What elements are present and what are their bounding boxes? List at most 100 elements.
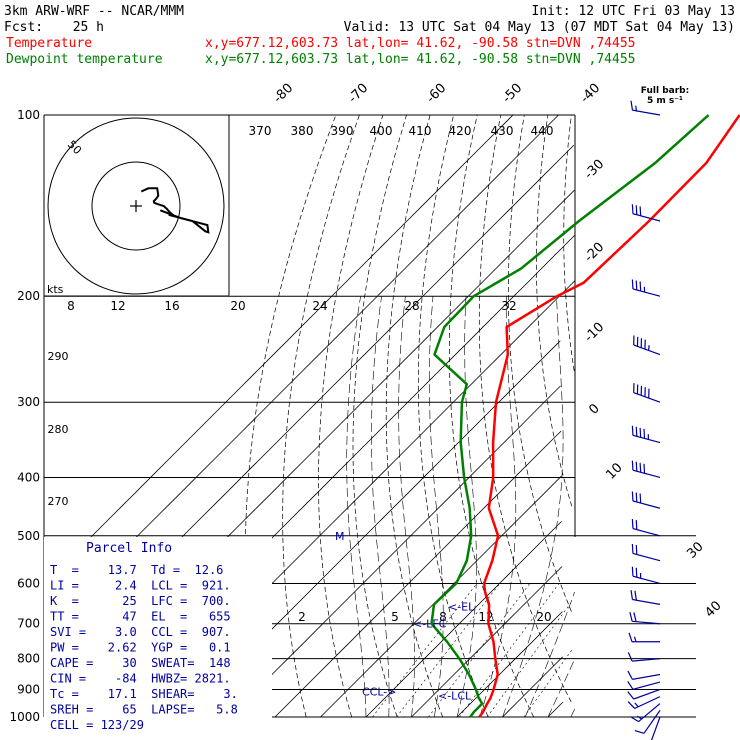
parcel-info-background [44,537,272,727]
mixing-ratio-label: 16 [164,299,179,313]
hodograph-ring [47,117,225,295]
wind-barb-flag [639,427,642,438]
wind-barb-staff [632,598,661,605]
wind-barb-half [635,105,637,111]
wind-barb [650,716,661,740]
wind-barb-flag [630,100,634,111]
wind-barb [627,670,661,680]
dry-adiabat [448,114,535,718]
wind-barb-flag [635,567,638,578]
wind-barb [630,100,661,116]
mixing-ratio-line [523,650,572,718]
wind-barb-half [636,715,642,720]
dry-adiabat [352,114,407,718]
wind-barb [634,710,661,734]
wind-barb-flag [627,681,634,690]
wind-barb [627,681,661,690]
mixing-ratio-label: 20 [230,299,245,313]
wind-barb-staff [632,575,661,585]
valid-time: Valid: 13 UTC Sat 04 May 13 (07 MDT Sat … [344,20,735,35]
wind-barb-flag [631,543,634,554]
parcel-info-row: Tc = 17.1 SHEAR= 3. [50,687,238,701]
hodograph-ring [91,161,181,251]
wind-barb [627,696,661,709]
wind-barb [631,519,661,537]
marker-el: <-EL [448,600,475,613]
pressure-label: 800 [17,652,40,666]
moist-adiabat [547,658,576,718]
hodograph-trace [140,187,210,234]
wind-barb-staff [633,688,661,700]
theta-label: 430 [491,124,514,138]
theta-label-left: 290 [48,350,69,363]
wind-barb-flag [628,632,633,642]
parcel-info-rows: T = 13.7 Td = 12.6 LI = 2.4 LCL = 921.K =… [50,563,238,732]
moist-adiabat [456,296,477,718]
mixing-ratio-label-lower: 12 [478,610,493,624]
dry-adiabat [318,114,384,718]
mixing-ratio-label: 24 [312,299,327,313]
marker-lcl: <-LCL [438,689,472,702]
dry-adiabat [507,114,572,612]
wind-barb-flag [630,590,634,600]
pressure-label: 500 [17,529,40,543]
pressure-label: 100 [17,108,40,122]
dry-adiabat [536,114,573,507]
wind-barb-staff [632,469,661,479]
theta-label: 410 [409,124,432,138]
pressure-label: 900 [17,682,40,696]
wind-barb [631,204,661,222]
legend-dewpoint: Dewpoint temperature [6,52,163,67]
wind-barb [628,632,660,643]
parcel-info-row: PW = 2.62 YGP = 0.1 [50,641,231,655]
wind-barb-staff [632,527,661,537]
moist-adiabat [525,591,575,718]
dry-adiabat [563,114,575,371]
wind-barb [629,611,661,625]
pressure-label: 400 [17,470,40,484]
mixing-ratio-label: 12 [110,299,125,313]
wind-barb-flag [635,544,638,555]
parcel-info-row: T = 13.7 Td = 12.6 [50,563,223,577]
wind-barb-staff [634,696,661,709]
mixing-ratio-label-lower: 20 [536,610,551,624]
isotherm-label: -40 [578,81,604,107]
wind-barb-flag [630,716,639,723]
wind-barb-staff [632,620,661,625]
sounding-lines [430,114,740,718]
isotherm [502,656,563,718]
moist-adiabat [346,296,367,717]
wind-barb-staff [632,673,661,680]
wind-barb-flag [631,204,634,214]
wind-barb-flag [627,670,633,680]
isotherm [411,566,563,718]
wind-barb-flag [633,612,637,622]
theta-label: 420 [449,124,472,138]
isotherm-label: -60 [424,81,450,107]
mixing-ratio-label: 32 [501,299,516,313]
fcst-value: 25 h [73,20,104,35]
parcel-info-row: SVI = 3.0 CCL = 907. [50,625,231,639]
wind-barb-staff [632,213,661,222]
fcst-label: Fcst: [4,20,43,35]
theta-label: 400 [370,124,393,138]
wind-barb-flag [631,519,634,529]
isotherm-label: -30 [582,157,608,183]
theta-label: 370 [249,124,272,138]
dewpoint-line [430,114,710,718]
isotherm [274,430,562,718]
legend-temperature: Temperature [6,36,92,51]
model-title: 3km ARW-WRF -- NCAR/MMM [4,4,184,19]
pressure-label: 700 [17,617,40,631]
wind-barb-flag [627,701,636,709]
mixing-ratio-line [486,603,571,718]
moist-adiabat [502,296,564,718]
wind-barb-staff [632,658,661,662]
parcel-info-title: Parcel Info [86,541,172,556]
moist-adiabat [398,296,415,718]
wind-barb-flag [634,590,637,601]
wind-barb-half [633,636,637,642]
wind-barb-flag [639,462,642,473]
wind-barb-flag [639,206,642,216]
isotherm-label: 30 [684,539,706,561]
